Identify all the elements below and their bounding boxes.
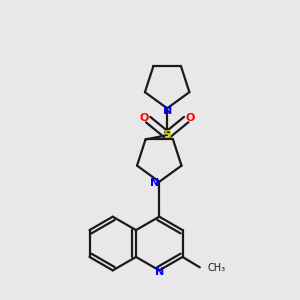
- Text: O: O: [139, 113, 148, 123]
- Text: N: N: [154, 268, 164, 278]
- Text: S: S: [163, 130, 171, 140]
- Text: CH₃: CH₃: [207, 263, 225, 273]
- Text: N: N: [150, 178, 160, 188]
- Text: N: N: [163, 106, 172, 116]
- Text: O: O: [186, 113, 195, 123]
